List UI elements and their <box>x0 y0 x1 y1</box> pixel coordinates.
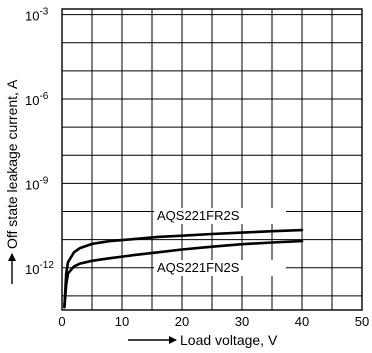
x-tick-label: 50 <box>355 314 369 329</box>
y-axis-title: Off state leakage current, A <box>4 79 20 249</box>
x-tick-label: 30 <box>235 314 249 329</box>
series-label-background <box>154 260 286 276</box>
series-line-aqs221fn2s <box>63 239 304 309</box>
x-tick-label: 40 <box>295 314 309 329</box>
series-label: AQS221FR2S <box>157 208 240 223</box>
series-line-aqs221fr2s <box>63 228 304 309</box>
x-tick-label: 20 <box>175 314 189 329</box>
x-axis-title: Load voltage, V <box>180 332 278 348</box>
y-tick-label: 10-3 <box>25 7 49 24</box>
series-label: AQS221FN2S <box>157 260 240 275</box>
y-tick-label: 10-9 <box>25 175 49 192</box>
y-tick-label: 10-12 <box>25 260 54 277</box>
x-tick-label: 0 <box>58 314 65 329</box>
x-tick-label: 10 <box>115 314 129 329</box>
plot-frame <box>61 8 363 311</box>
y-tick-label: 10-6 <box>25 91 49 108</box>
series-lines: AQS221FR2S AQS221FN2S <box>63 208 304 309</box>
series-label-background <box>154 208 286 224</box>
tick-labels: 0 10 20 30 40 50 10-3 10-6 10-9 10-12 <box>25 7 369 329</box>
